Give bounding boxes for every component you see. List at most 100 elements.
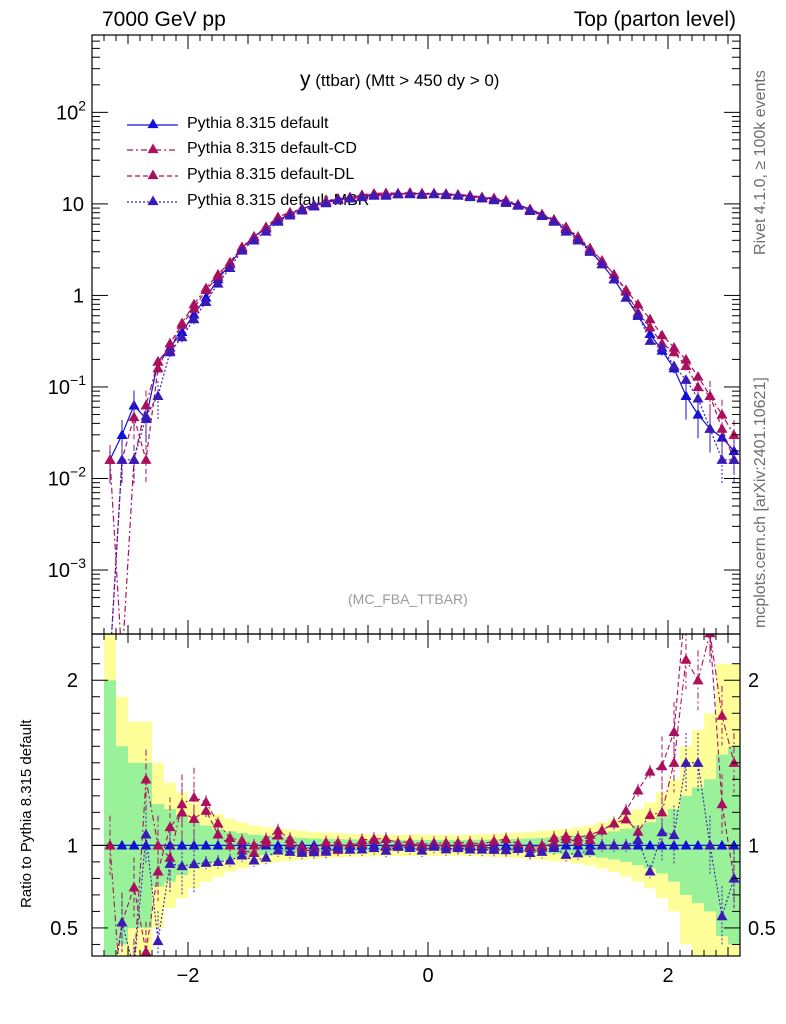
ratio-point-cd — [380, 833, 392, 843]
ratio-point-cd — [224, 832, 236, 842]
ratio-point-dl — [105, 1004, 116, 1014]
main-point-dl — [644, 313, 656, 324]
ratio-point-mbr — [476, 844, 488, 854]
legend-label-cd: Pythia 8.315 default-CD — [187, 140, 357, 157]
ratio-point-mbr — [296, 847, 308, 857]
ratio-point-dl — [272, 829, 284, 840]
main-point-mbr — [140, 410, 152, 421]
main-point-default — [116, 429, 128, 439]
ratio-point-default — [716, 839, 728, 850]
main-point-dl — [620, 284, 632, 294]
ratio-y-tick-label-right: 0.5 — [748, 918, 776, 940]
ratio-point-dl — [656, 760, 668, 771]
main-point-mbr — [680, 374, 692, 384]
ratio-point-mbr — [140, 828, 152, 839]
main-point-cd — [680, 360, 692, 370]
ratio-point-mbr — [320, 846, 332, 856]
main-line-cd — [109, 191, 735, 634]
main-point-mbr — [152, 390, 164, 400]
ratio-point-mbr — [584, 845, 596, 855]
main-point-dl — [608, 268, 620, 279]
main-point-mbr — [356, 191, 368, 202]
ratio-point-mbr — [152, 935, 164, 946]
ratio-point-dl — [200, 805, 212, 815]
main-point-mbr — [116, 454, 128, 464]
main-point-mbr — [236, 244, 248, 255]
ratio-point-mbr — [668, 829, 680, 840]
ratio-y-tick-label-left: 0.5 — [50, 918, 78, 940]
main-point-cd — [152, 355, 164, 366]
ratio-point-cd — [644, 809, 656, 820]
ratio-point-dl — [284, 837, 296, 848]
ratio-y-tick-label-left: 1 — [67, 835, 78, 857]
ratio-point-cd — [716, 710, 728, 720]
ratio-point-mbr — [164, 858, 176, 868]
ratio-point-mbr — [524, 847, 536, 857]
main-point-mbr — [392, 188, 404, 199]
main-point-mbr — [164, 346, 176, 357]
ratio-point-mbr — [224, 854, 236, 865]
main-point-dl — [200, 284, 212, 294]
ratio-point-dl — [212, 828, 224, 839]
main-point-mbr — [716, 454, 728, 464]
main-y-tick-label: 102 — [56, 97, 86, 124]
ratio-point-mbr — [620, 839, 632, 850]
main-point-mbr — [692, 392, 704, 403]
main-series-mbr — [111, 188, 740, 634]
main-point-dl — [716, 423, 728, 433]
ratio-point-cd — [620, 813, 632, 824]
ratio-line-mbr — [116, 762, 735, 956]
main-point-dl — [152, 362, 164, 373]
ratio-point-mbr — [129, 963, 140, 973]
main-point-mbr — [332, 194, 344, 204]
main-point-mbr — [416, 189, 428, 199]
ratio-point-mbr — [488, 844, 500, 854]
ratio-point-cd — [140, 773, 152, 784]
ratio-y-tick-label-left: 2 — [67, 670, 78, 692]
main-line-default — [109, 192, 735, 461]
main-y-tick-label: 1 — [73, 285, 84, 307]
main-point-mbr — [452, 190, 464, 200]
ratio-point-mbr — [596, 839, 608, 850]
ratio-point-default — [692, 839, 704, 850]
main-point-dl — [680, 353, 692, 364]
ratio-point-dl — [584, 834, 596, 845]
main-point-mbr — [632, 308, 644, 319]
ratio-point-mbr — [440, 843, 452, 854]
ratio-point-dl — [224, 839, 236, 850]
ratio-point-dl — [681, 592, 692, 602]
ratio-point-dl — [164, 821, 176, 832]
ratio-point-default — [680, 839, 692, 850]
ratio-point-dl — [560, 833, 572, 844]
ratio-point-dl — [368, 834, 380, 845]
ratio-point-mbr — [284, 846, 296, 856]
main-point-mbr — [248, 234, 260, 245]
ratio-point-mbr — [368, 842, 380, 853]
main-y-tick-label: 10−3 — [48, 555, 86, 582]
legend-marker-mbr — [147, 195, 159, 206]
ratio-point-dl — [572, 835, 584, 846]
main-point-mbr — [284, 209, 296, 220]
ratio-point-cd — [692, 674, 704, 685]
main-point-default — [692, 409, 704, 419]
ratio-point-dl — [140, 946, 152, 956]
ratio-point-default — [644, 839, 656, 850]
legend-marker-default — [147, 118, 159, 129]
header-right: Top (parton level) — [573, 8, 736, 31]
legend-label-default: Pythia 8.315 default — [187, 115, 329, 132]
ratio-point-mbr — [344, 844, 356, 854]
ratio-point-mbr — [536, 846, 548, 856]
ratio-point-mbr — [188, 858, 200, 869]
ratio-point-default — [668, 839, 680, 850]
main-y-tick-label: 10−2 — [48, 463, 86, 490]
ratio-point-mbr — [404, 842, 416, 853]
ratio-series-mbr — [116, 733, 740, 973]
ratio-point-mbr — [452, 842, 464, 853]
main-point-dl — [164, 337, 176, 348]
ratio-point-cd — [632, 826, 644, 836]
main-point-mbr — [260, 225, 272, 236]
main-point-dl — [632, 298, 644, 309]
main-point-mbr — [296, 204, 308, 215]
ratio-point-cd — [117, 1004, 128, 1014]
main-point-default — [680, 390, 692, 400]
